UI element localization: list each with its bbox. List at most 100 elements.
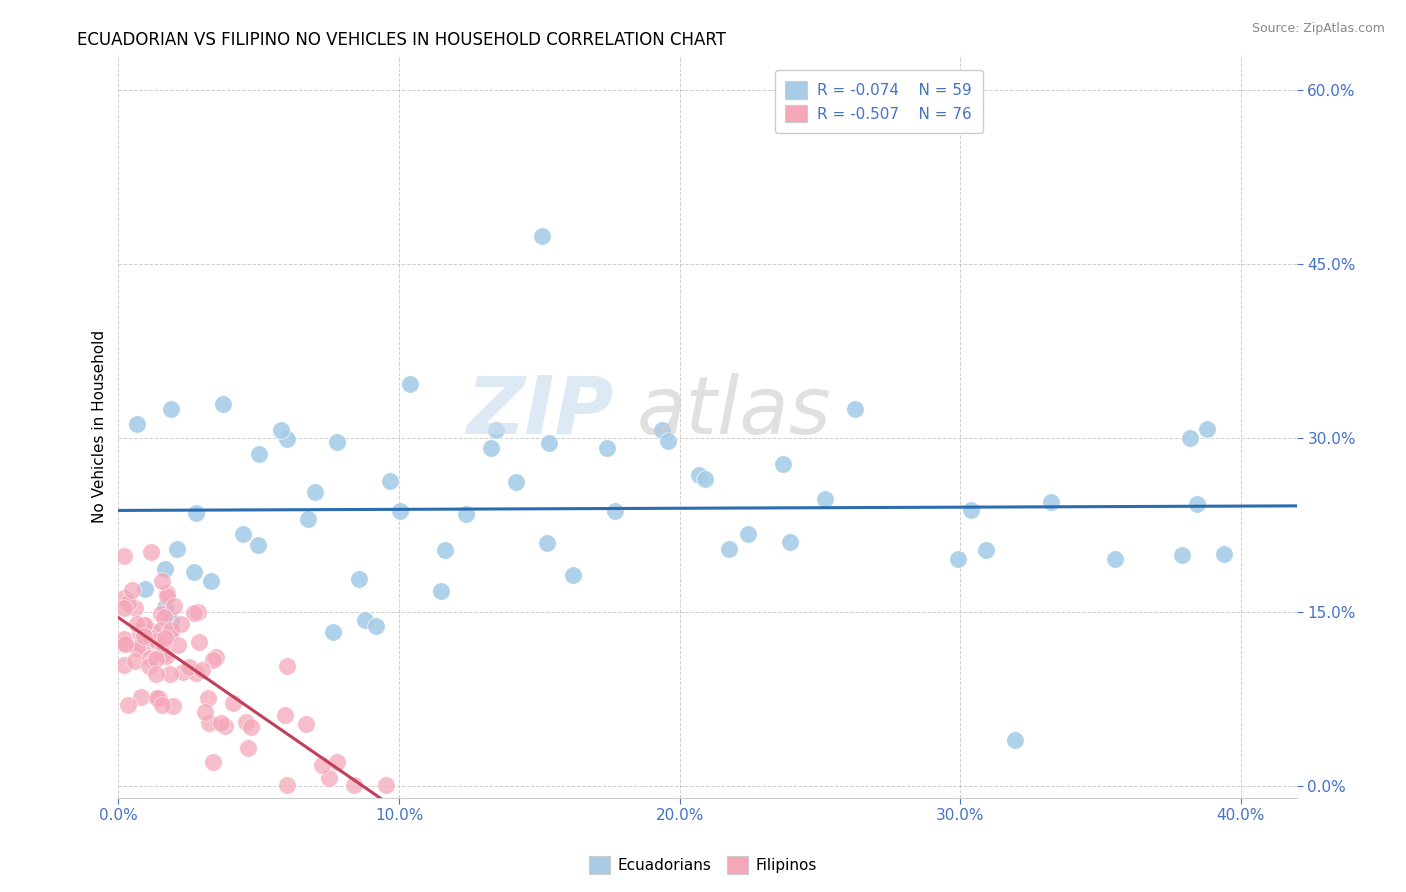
Point [156, 586, 179, 600]
Point [485, 423, 508, 437]
Point [139, 650, 162, 665]
Point [134, 582, 156, 596]
Point [159, 627, 181, 641]
Point [273, 707, 295, 722]
Point [112, 549, 135, 564]
Point [718, 541, 741, 556]
Point [375, 778, 398, 792]
Text: atlas: atlas [637, 373, 832, 450]
Point [162, 698, 184, 713]
Point [378, 474, 401, 488]
Point [131, 640, 153, 654]
Point [146, 690, 169, 705]
Point [946, 551, 969, 566]
Point [434, 543, 457, 558]
Text: ECUADORIAN VS FILIPINO NO VEHICLES IN HOUSEHOLD CORRELATION CHART: ECUADORIAN VS FILIPINO NO VEHICLES IN HO… [77, 31, 727, 49]
Point [153, 631, 176, 645]
Point [170, 616, 193, 631]
Point [191, 664, 214, 678]
Text: ZIP: ZIP [465, 373, 613, 450]
Point [204, 649, 226, 664]
Point [232, 526, 254, 541]
Point [152, 636, 174, 650]
Point [163, 599, 186, 613]
Point [844, 402, 866, 417]
Point [657, 434, 679, 448]
Point [239, 720, 262, 734]
Point [311, 758, 333, 772]
Point [166, 541, 188, 556]
Point [322, 625, 344, 640]
Point [141, 624, 163, 639]
Point [159, 666, 181, 681]
Point [172, 665, 194, 679]
Point [146, 633, 169, 648]
Point [138, 659, 160, 673]
Point [149, 624, 172, 638]
Point [325, 756, 347, 770]
Point [153, 610, 176, 624]
Point [430, 584, 453, 599]
Point [1171, 548, 1194, 562]
Point [197, 715, 219, 730]
Point [155, 562, 177, 576]
Point [148, 690, 170, 705]
Point [184, 665, 207, 680]
Point [779, 535, 801, 549]
Point [117, 596, 139, 610]
Point [1040, 494, 1063, 508]
Point [145, 652, 167, 666]
Point [125, 417, 148, 432]
Point [202, 755, 225, 769]
Point [202, 653, 225, 667]
Point [562, 568, 585, 582]
Point [1178, 431, 1201, 445]
Point [814, 491, 837, 506]
Point [152, 648, 174, 662]
Point [183, 565, 205, 579]
Point [1195, 422, 1218, 436]
Point [127, 617, 149, 632]
Point [342, 778, 364, 792]
Point [693, 472, 716, 486]
Point [297, 512, 319, 526]
Point [155, 648, 177, 663]
Point [160, 401, 183, 416]
Point [125, 640, 148, 655]
Point [121, 582, 143, 597]
Point [183, 606, 205, 620]
Point [177, 660, 200, 674]
Point [536, 536, 558, 550]
Point [318, 772, 340, 786]
Point [200, 574, 222, 589]
Point [976, 543, 998, 558]
Point [117, 698, 139, 712]
Point [960, 503, 983, 517]
Point [270, 423, 292, 437]
Point [295, 716, 318, 731]
Point [197, 690, 219, 705]
Point [134, 618, 156, 632]
Point [479, 441, 502, 455]
Point [531, 229, 554, 244]
Point [124, 654, 146, 668]
Point [247, 447, 270, 461]
Point [134, 629, 156, 643]
Point [276, 659, 298, 673]
Point [235, 715, 257, 730]
Point [737, 527, 759, 541]
Point [159, 624, 181, 638]
Point [772, 457, 794, 471]
Point [236, 740, 259, 755]
Point [1004, 733, 1026, 747]
Point [156, 589, 179, 603]
Point [537, 435, 560, 450]
Point [167, 638, 190, 652]
Point [112, 636, 135, 650]
Point [214, 719, 236, 733]
Point [145, 666, 167, 681]
Point [325, 435, 347, 450]
Point [150, 698, 173, 713]
Text: Source: ZipAtlas.com: Source: ZipAtlas.com [1251, 22, 1385, 36]
Point [155, 600, 177, 615]
